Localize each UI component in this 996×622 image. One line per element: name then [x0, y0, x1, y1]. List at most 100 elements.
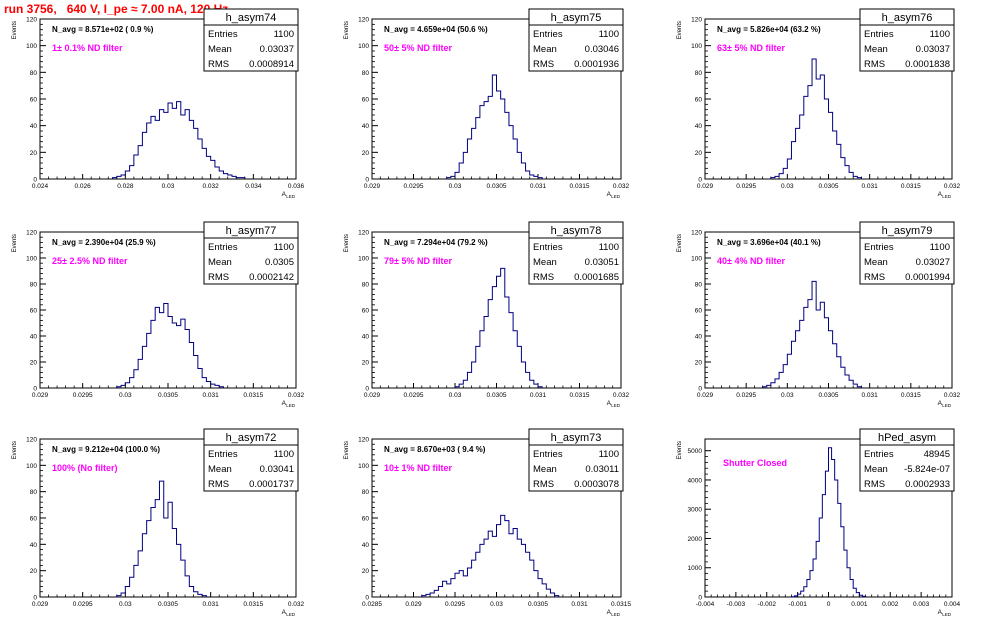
y-tick-label: 20 — [30, 360, 38, 367]
y-tick-label: 100 — [358, 43, 369, 50]
y-tick-label: 100 — [26, 43, 37, 50]
stats-value: 0.03051 — [585, 257, 619, 268]
histogram-bin — [853, 384, 857, 388]
stats-value: 0.0002933 — [905, 479, 950, 490]
stats-value: 0.03037 — [916, 44, 950, 55]
histogram-bin — [513, 331, 517, 388]
histogram-bin — [476, 118, 480, 179]
x-axis-title: A — [282, 609, 287, 616]
histogram-bin — [121, 593, 125, 597]
navg-label: N_avg = 5.826e+04 (63.2 %) — [717, 25, 821, 34]
histogram-bin — [130, 166, 134, 179]
histogram-bin — [467, 568, 471, 597]
histogram-bin — [808, 300, 812, 388]
histogram-bin — [181, 319, 185, 388]
histogram-bin — [134, 155, 138, 179]
histogram-bin — [202, 148, 206, 179]
x-tick-label: 0.0315 — [243, 601, 263, 608]
stats-value: 0.0001838 — [905, 59, 950, 70]
stats-label: Entries — [864, 29, 894, 40]
stats-label: RMS — [533, 59, 554, 70]
stats-box — [203, 24, 299, 72]
histogram-bin — [168, 103, 172, 179]
y-axis-title: Events — [677, 21, 683, 39]
y-axis-title: Events — [344, 21, 350, 39]
y-tick-label: 80 — [30, 489, 38, 496]
filter-label: Shutter Closed — [723, 458, 787, 468]
x-tick-label: 0.0295 — [445, 601, 465, 608]
stats-label: RMS — [208, 59, 229, 70]
x-tick-label: 0.024 — [32, 183, 49, 190]
histogram-bin — [492, 287, 496, 388]
y-tick-label: 100 — [358, 463, 369, 470]
y-tick-label: 20 — [362, 568, 370, 575]
histogram-bin — [447, 584, 451, 597]
stats-value: 0.03011 — [585, 464, 619, 475]
histogram-hPed_asym — [790, 447, 867, 598]
histogram-bin — [164, 112, 168, 179]
y-tick-label: 120 — [26, 437, 37, 444]
histogram-bin — [534, 571, 538, 597]
y-tick-label: 80 — [30, 282, 38, 289]
histogram-bin — [779, 372, 783, 388]
navg-label: N_avg = 8.670e+03 ( 9.4 %) — [384, 445, 486, 454]
histogram-bin — [804, 307, 808, 388]
histogram-h_asym74 — [112, 101, 246, 179]
stats-value: 1100 — [274, 449, 294, 460]
stats-label: Mean — [208, 44, 232, 55]
y-tick-label: 40 — [362, 542, 370, 549]
filter-label: 50± 5% ND filter — [384, 43, 452, 53]
histogram-bin — [472, 560, 476, 597]
stats-label: Mean — [533, 257, 557, 268]
histogram-bin — [228, 175, 232, 179]
navg-label: N_avg = 7.294e+04 (79.2 %) — [384, 238, 488, 247]
stats-value: 0.03037 — [260, 44, 294, 55]
x-tick-label: 0.029 — [697, 183, 714, 190]
x-tick-label: 0.002 — [882, 601, 899, 608]
y-tick-label: 40 — [30, 334, 38, 341]
histogram-bin — [480, 331, 484, 388]
histogram-bin — [480, 544, 484, 597]
histogram-bin — [521, 163, 525, 179]
histogram-bin — [189, 120, 193, 179]
histogram-bin — [459, 384, 463, 388]
navg-label: N_avg = 3.696e+04 (40.1 %) — [717, 238, 821, 247]
histogram-bin — [168, 502, 172, 597]
y-tick-label: 40 — [30, 123, 38, 130]
histogram-title: h_asym78 — [551, 225, 602, 237]
histogram-bin — [484, 539, 488, 597]
x-tick-label: -0.001 — [788, 601, 807, 608]
y-tick-label: 0 — [698, 386, 702, 393]
y-tick-label: 80 — [695, 70, 703, 77]
histogram-title: h_asym73 — [551, 432, 602, 444]
stats-value: 48945 — [924, 449, 950, 460]
y-tick-label: 60 — [30, 516, 38, 523]
histogram-bin — [849, 172, 853, 179]
x-tick-label: 0.0315 — [901, 392, 921, 399]
stats-value: 1100 — [274, 242, 294, 253]
x-tick-label: 0.0305 — [158, 601, 178, 608]
histogram-bin — [189, 586, 193, 597]
x-tick-label: 0.031 — [203, 392, 220, 399]
y-tick-label: 0 — [33, 177, 37, 184]
histogram-bin — [812, 59, 816, 179]
y-tick-label: 20 — [695, 360, 703, 367]
x-tick-label: 0.03 — [449, 392, 462, 399]
histogram-bin — [517, 346, 521, 388]
y-tick-label: 20 — [362, 360, 370, 367]
histogram-bin — [155, 120, 159, 179]
histogram-bin — [775, 379, 779, 388]
histogram-bin — [530, 560, 534, 597]
y-tick-label: 40 — [30, 542, 38, 549]
y-tick-label: 80 — [362, 489, 370, 496]
histogram-bin — [841, 158, 845, 179]
stats-label: RMS — [208, 479, 229, 490]
histogram-bin — [459, 571, 463, 597]
y-axis-title: Events — [12, 21, 18, 39]
histogram-bin — [837, 357, 841, 388]
x-axis-title-subscript: LED — [942, 403, 952, 408]
histogram-bin — [155, 307, 159, 388]
stats-label: RMS — [208, 272, 229, 283]
stats-label: Entries — [533, 242, 563, 253]
